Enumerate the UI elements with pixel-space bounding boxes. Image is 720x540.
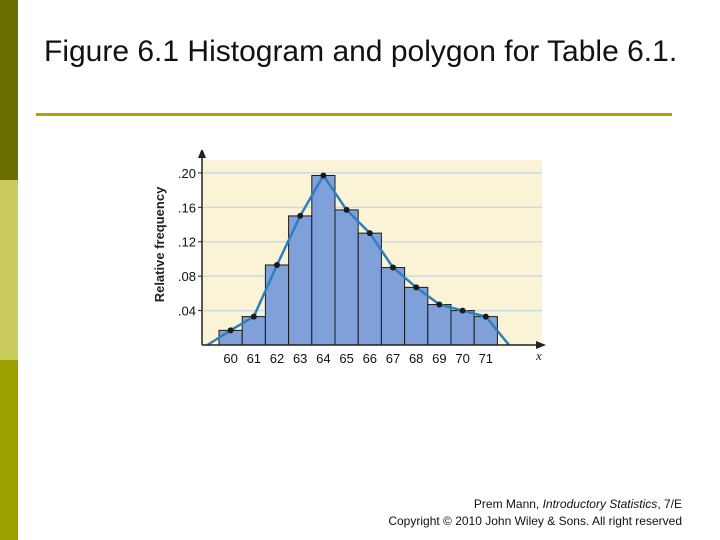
x-tick-label: 70	[455, 351, 469, 366]
x-tick-label: 64	[316, 351, 330, 366]
sidebar-stripe-top	[0, 0, 18, 180]
y-tick-label: .12	[178, 235, 196, 250]
polygon-point	[320, 172, 327, 179]
title-underline	[36, 113, 672, 116]
y-tick-label: .20	[178, 166, 196, 181]
credit-line: Prem Mann, Introductory Statistics, 7/E	[474, 497, 682, 511]
credit-book-title: Introductory Statistics	[542, 497, 658, 511]
polygon-point	[250, 313, 257, 320]
histogram-chart: .04 .08 .12 .16 .20 60 61 62 63 64 65 66 67 68 69 70 71 R…	[152, 150, 546, 366]
polygon-point	[366, 230, 373, 237]
x-tick-label: 63	[293, 351, 307, 366]
polygon-point	[274, 261, 280, 268]
x-tick-label: 61	[247, 351, 261, 366]
polygon-point	[436, 301, 443, 308]
histogram-bar	[473, 316, 498, 346]
x-tick-label: 62	[270, 351, 284, 366]
y-axis-arrow-icon	[198, 150, 206, 158]
x-axis-title: x	[535, 348, 542, 363]
polygon-point	[390, 264, 396, 271]
histogram-bar	[450, 310, 475, 346]
x-tick-label: 67	[386, 351, 400, 366]
sidebar-stripe-middle	[0, 180, 18, 360]
x-tick-label: 66	[363, 351, 377, 366]
copyright-line: Copyright © 2010 John Wiley & Sons. All …	[388, 514, 682, 528]
frequency-polygon-line	[206, 174, 510, 347]
credit-edition: , 7/E	[657, 497, 682, 511]
x-tick-label: 69	[432, 351, 446, 366]
polygon-point	[459, 307, 466, 314]
polygon-point	[297, 212, 304, 219]
histogram-bar	[380, 267, 406, 346]
histogram-bar	[311, 174, 336, 346]
y-tick-label: .16	[178, 200, 196, 215]
sidebar-stripe-bottom	[0, 360, 18, 540]
y-tick-label: .04	[178, 304, 196, 319]
x-tick-label: 60	[223, 351, 237, 366]
slide-title: Figure 6.1 Histogram and polygon for Tab…	[44, 35, 678, 68]
histogram-bar	[334, 209, 359, 346]
histogram-bar	[404, 286, 429, 346]
polygon-point	[413, 284, 420, 291]
x-tick-label: 65	[339, 351, 353, 366]
credit-author: Prem Mann,	[473, 497, 543, 511]
histogram-bar	[427, 304, 452, 346]
x-tick-label: 68	[409, 351, 423, 366]
polygon-point	[343, 206, 350, 213]
y-axis-title: Relative frequency	[152, 186, 167, 302]
polygon-point	[227, 327, 234, 334]
histogram-bar	[357, 232, 382, 346]
histogram-bar	[264, 264, 290, 346]
x-axis-arrow-icon	[536, 341, 546, 349]
polygon-point	[482, 313, 489, 320]
x-tick-label: 71	[479, 351, 493, 366]
y-tick-label: .08	[178, 269, 196, 284]
